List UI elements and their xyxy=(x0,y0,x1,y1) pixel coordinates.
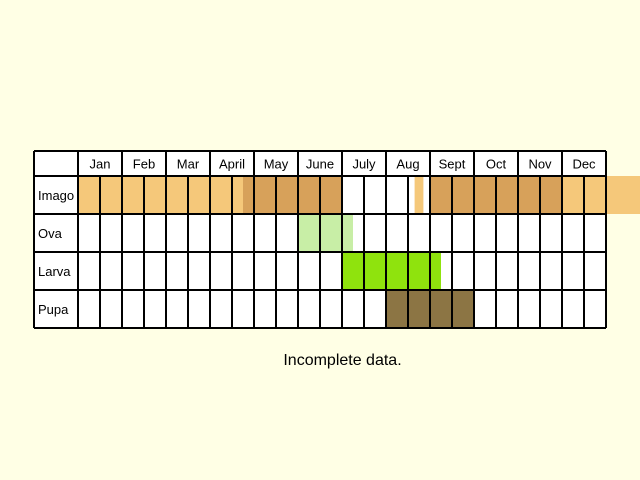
month-label: Sept xyxy=(439,157,466,172)
stage-label: Ova xyxy=(38,226,63,241)
month-label: Aug xyxy=(396,157,419,172)
month-label: April xyxy=(219,157,245,172)
month-label: Dec xyxy=(572,157,596,172)
month-label: June xyxy=(306,157,334,172)
month-label: May xyxy=(264,157,289,172)
month-label: Feb xyxy=(133,157,155,172)
caption: Incomplete data. xyxy=(283,352,402,369)
month-label: Jan xyxy=(90,157,111,172)
month-label: Mar xyxy=(177,157,200,172)
stage-label: Imago xyxy=(38,188,74,203)
stage-label: Larva xyxy=(38,264,71,279)
segment-imago xyxy=(243,176,342,214)
segment-imago xyxy=(562,176,640,214)
life-cycle-chart: Jan Feb Mar April May June July Aug Sept Oct Nov De… xyxy=(33,150,640,329)
segment-imago xyxy=(78,176,243,214)
month-label: July xyxy=(352,157,376,172)
segment-imago xyxy=(414,176,424,214)
segment-larva xyxy=(342,252,441,290)
segment-ova xyxy=(298,214,353,252)
month-label: Nov xyxy=(528,157,552,172)
stage-label: Pupa xyxy=(38,302,69,317)
month-label: Oct xyxy=(486,157,507,172)
